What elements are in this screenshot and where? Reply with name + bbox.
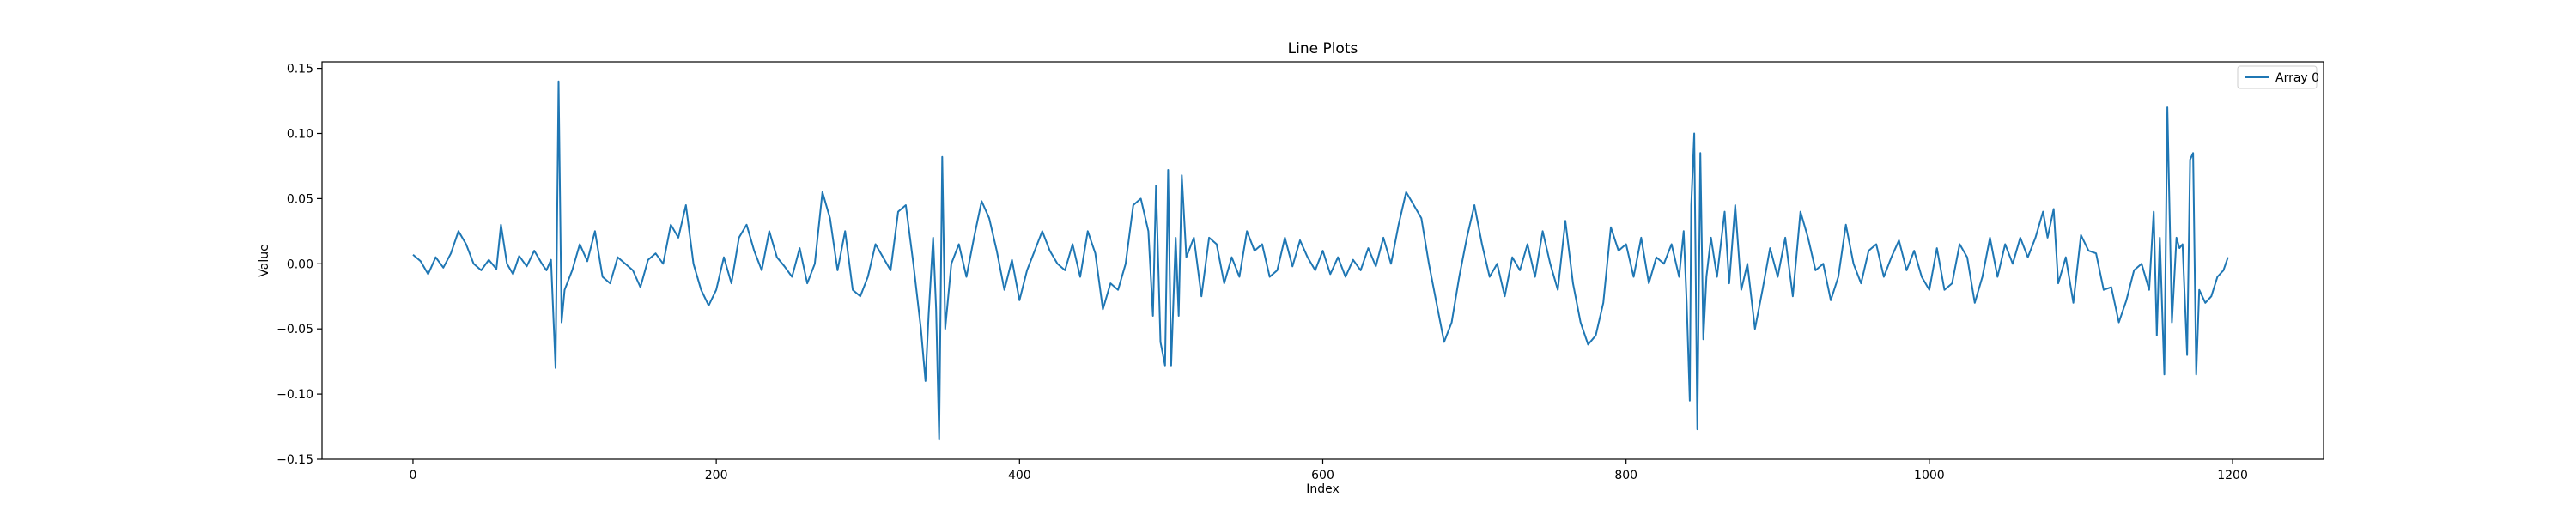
- legend: Array 0: [2237, 65, 2319, 89]
- y-tick-label: 0.05: [287, 192, 313, 206]
- series-line: [412, 80, 2229, 441]
- axes-frame: [321, 61, 2324, 460]
- x-tick-label: 800: [1614, 469, 1637, 482]
- x-tick-label: 1200: [2217, 469, 2248, 482]
- y-axis: −0.15 −0.10 −0.05 0.00 0.05 0.10 0.15: [276, 63, 322, 467]
- y-tick-label: −0.10: [276, 388, 313, 402]
- y-tick-label: 0.00: [287, 258, 313, 271]
- x-axis-label: Index: [1306, 482, 1340, 496]
- x-tick-label: 200: [705, 469, 728, 482]
- x-tick-label: 0: [409, 469, 416, 482]
- x-tick-label: 400: [1008, 469, 1031, 482]
- x-tick-label: 600: [1311, 469, 1334, 482]
- y-tick-label: 0.15: [287, 63, 313, 76]
- y-tick-label: −0.05: [276, 323, 313, 336]
- y-tick-label: −0.15: [276, 453, 313, 467]
- y-tick-label: 0.10: [287, 127, 313, 141]
- series-lines: [412, 80, 2229, 441]
- chart-title: Line Plots: [1288, 40, 1358, 58]
- x-axis: 0 200 400 600 800 1000 1200: [409, 459, 2248, 482]
- y-axis-label: Value: [258, 244, 271, 276]
- plot-area: 0 200 400 600 800 1000 1200 −0.15 −0.10 −0.05 0.0…: [276, 61, 2324, 482]
- legend-box: [2237, 65, 2318, 89]
- x-tick-label: 1000: [1914, 469, 1945, 482]
- legend-label: Array 0: [2275, 71, 2319, 85]
